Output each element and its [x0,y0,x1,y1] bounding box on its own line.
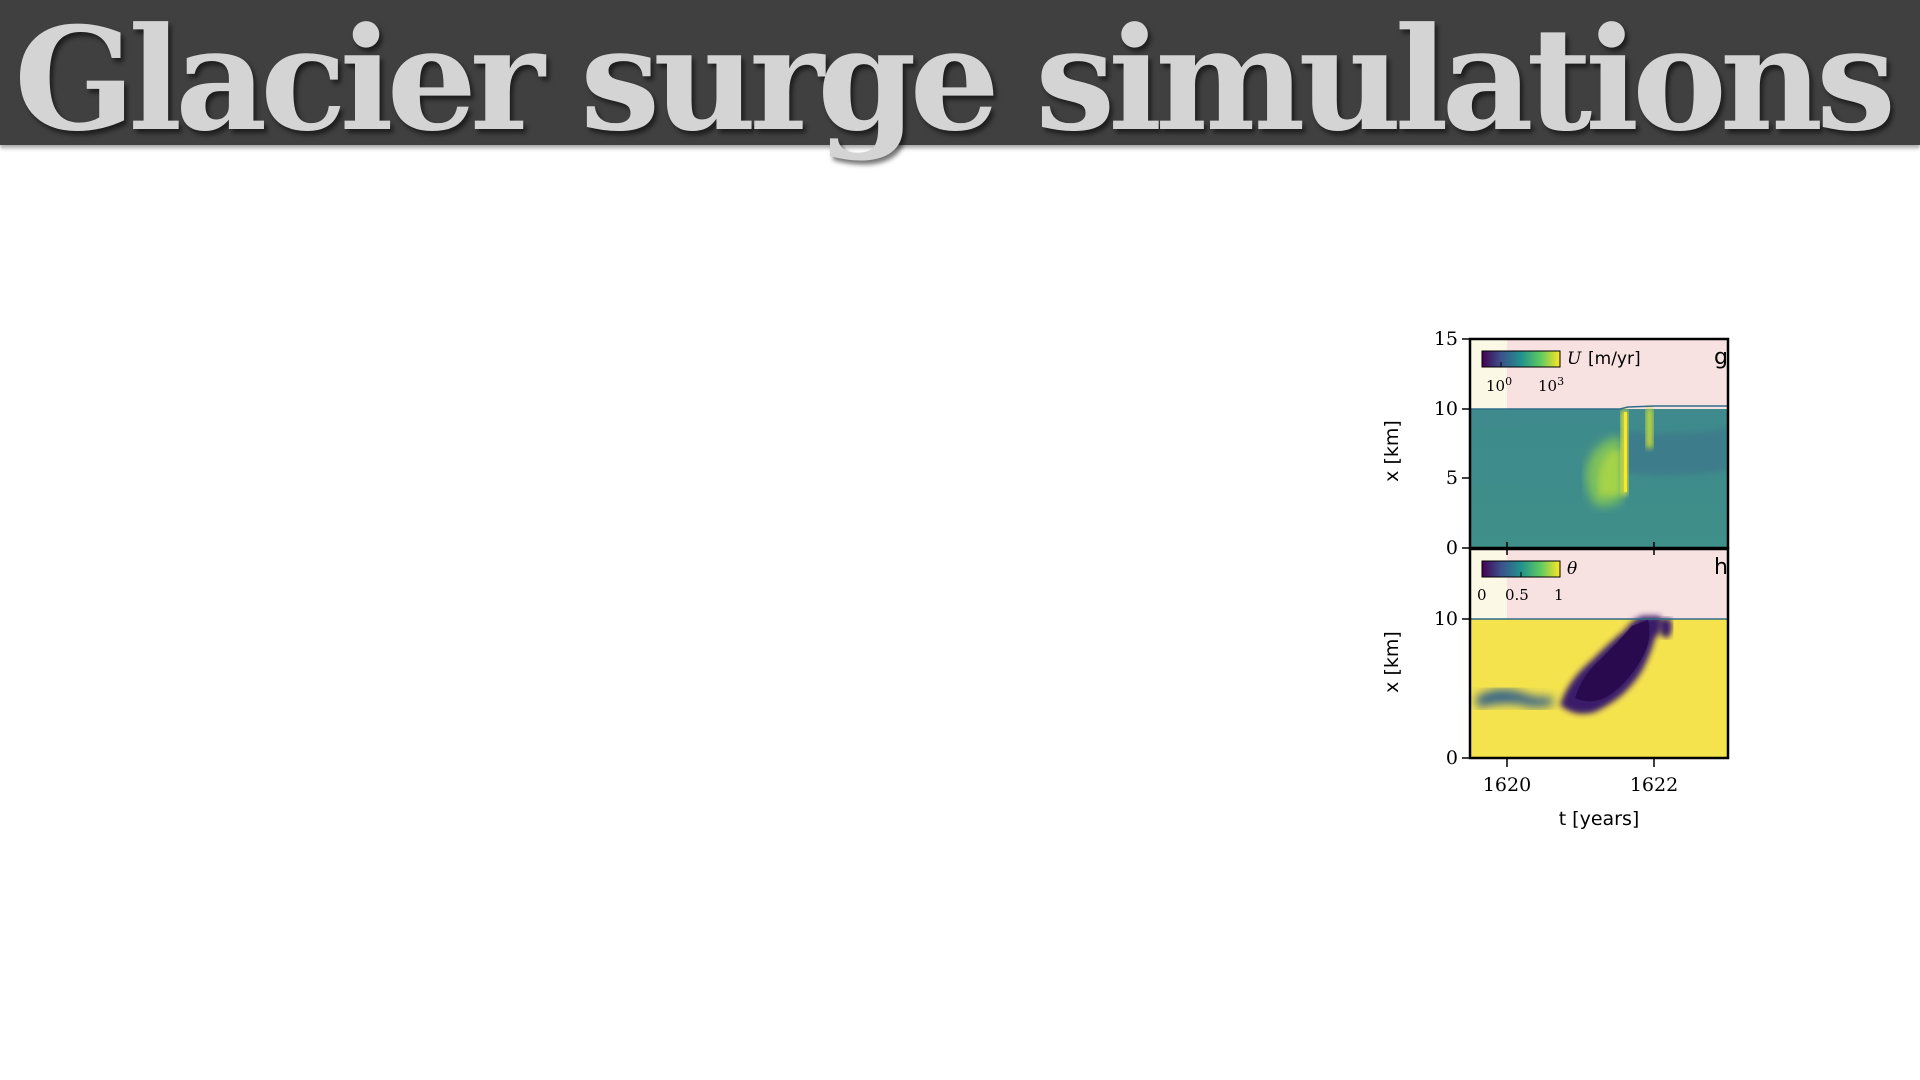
ytick-g-10: 10 [1434,398,1458,420]
panel-h-ylabel: x [km] [1381,631,1403,693]
colorbar-u [1481,350,1561,368]
title-bar: Glacier surge simulations [0,0,1920,160]
ytick-h-10: 10 [1434,608,1458,630]
panel-h-frame [1468,547,1730,760]
ytick-g-5: 5 [1446,467,1458,489]
slide-title: Glacier surge simulations [14,0,1896,163]
panel-g-heatmap [1470,339,1728,548]
panel-g-letter: g [1714,345,1728,370]
figure-svg: U [m/yr] 100 103 g 15 10 5 0 x [km] θ 0 … [1381,328,1730,830]
xaxis: 1620 1622 t [years] [1483,758,1678,830]
panel-h-heatmap [1470,549,1728,758]
colorbar-theta-tick-05: 0.5 [1505,586,1529,604]
xlabel: t [years] [1559,808,1640,830]
colorbar-theta-tick-1: 1 [1554,586,1564,604]
panel-g-yaxis: 15 10 5 0 x [km] [1381,328,1470,559]
xtick-1622: 1622 [1630,774,1678,796]
panel-h-letter: h [1714,555,1728,580]
ytick-g-0: 0 [1446,537,1458,559]
panel-h-yaxis: 10 0 x [km] [1381,608,1470,769]
colorbar-u-unit: [m/yr] [1588,349,1641,369]
ytick-g-15: 15 [1434,328,1458,350]
colorbar-u-tick1: 100 [1486,375,1512,395]
ytick-h-0: 0 [1446,747,1458,769]
colorbar-theta-var: θ [1567,559,1577,579]
colorbar-theta-tick-0: 0 [1477,586,1487,604]
xtick-1620: 1620 [1483,774,1531,796]
colorbar-u-tick2: 103 [1538,375,1564,395]
colorbar-u-var: U [1567,349,1582,369]
surge-figure: U [m/yr] 100 103 g 15 10 5 0 x [km] θ 0 … [1370,320,1750,840]
panel-g-ylabel: x [km] [1381,420,1403,482]
